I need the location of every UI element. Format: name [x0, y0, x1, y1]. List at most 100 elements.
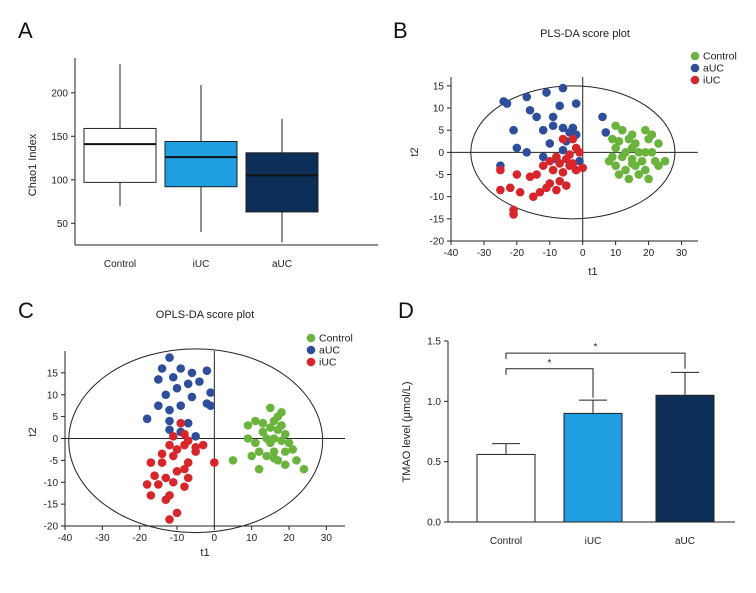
panel-b-point-auc — [555, 101, 564, 111]
panel-b-ytick-label: 5 — [438, 126, 444, 137]
panel-c-xtick-label: -20 — [132, 533, 147, 544]
panel-c-point-iuc — [176, 418, 186, 428]
panel-d-significance-bracket — [505, 352, 686, 369]
panel-b-point-control — [617, 152, 627, 162]
panel-c-ytick-label: 5 — [52, 412, 58, 423]
panel-b-point-iuc — [545, 179, 555, 188]
panel-b-title: PLS-DA score plot — [540, 28, 630, 40]
panel-c-point-iuc — [172, 445, 182, 454]
panel-b-point-iuc — [552, 152, 561, 162]
panel-c-xtick-label: 20 — [283, 533, 295, 544]
panel-d-significance-star: * — [594, 342, 598, 353]
panel-c-point-iuc — [180, 429, 189, 439]
panel-c-point-iuc — [146, 491, 156, 500]
panel-b-point-control — [627, 143, 637, 153]
panel-c-point-auc — [168, 372, 178, 382]
panel-c-point-auc — [183, 379, 193, 389]
panel-b-ytick-label: -10 — [430, 192, 445, 203]
panel-b-xtick-label: -10 — [543, 248, 558, 259]
panel-d-significance-bracket — [505, 368, 594, 398]
panel-d-ytick-label: 0.0 — [427, 518, 441, 529]
panel-b-xlabel: t1 — [588, 266, 597, 278]
panel-b-ytick-label: -15 — [430, 214, 445, 225]
panel-c-point-iuc — [146, 458, 156, 467]
panel-d-category-label: Control — [490, 536, 522, 547]
panel-c-point-auc — [191, 432, 200, 441]
panel-c-point-iuc — [168, 477, 178, 487]
panel-c-point-iuc — [165, 440, 174, 450]
panel-b-xtick-label: -40 — [444, 248, 459, 259]
panel-c-point-auc — [161, 390, 171, 400]
panel-b-point-iuc — [515, 187, 525, 197]
panel-c-legend-label-auc: aUC — [319, 345, 340, 357]
panel-b-point-control — [634, 170, 644, 179]
panel-c-point-auc — [165, 425, 174, 435]
panel-b-point-auc — [538, 125, 548, 135]
panel-b-point-control — [641, 148, 650, 157]
panel-b-ytick-label: -5 — [435, 170, 444, 181]
panel-b-point-iuc — [558, 134, 568, 144]
panel-c-point-control — [269, 453, 279, 463]
panel-b-point-auc — [571, 99, 581, 108]
panel-c-point-control — [280, 447, 290, 456]
panel-b-point-control — [611, 121, 620, 131]
panel-b-point-control — [614, 136, 624, 146]
panel-b-xtick-label: -30 — [477, 248, 492, 259]
panel-b-xtick-label: 30 — [676, 248, 688, 259]
panel-d-bar-control — [476, 453, 536, 523]
panel-c-point-control — [277, 436, 286, 445]
panel-d-significance-star: * — [548, 358, 552, 369]
panel-c-point-control — [269, 447, 279, 456]
panel-c-point-control — [251, 438, 260, 448]
panel-c-point-iuc — [183, 473, 193, 483]
panel-c-point-control — [299, 464, 309, 474]
panel-c-point-iuc — [180, 440, 189, 450]
panel-c-point-control — [288, 445, 298, 454]
panel-d-ytick-label: 1.5 — [427, 337, 441, 348]
panel-b-ytick-label: -20 — [430, 237, 445, 248]
panel-c-legend-marker-iuc — [306, 357, 316, 367]
panel-label-d: D — [398, 298, 414, 323]
panel-b-point-control — [617, 125, 627, 135]
panel-b-point-control — [644, 134, 653, 144]
panel-c-point-auc — [187, 392, 197, 402]
panel-b-point-auc — [538, 152, 548, 162]
panel-b-xtick-label: -20 — [510, 248, 525, 259]
panel-c-point-auc — [172, 383, 182, 393]
panel-b-point-control — [637, 156, 647, 166]
panel-b-point-iuc — [509, 210, 518, 219]
panel-a-ytick-label: 100 — [51, 175, 68, 186]
panel-b-point-auc — [509, 125, 518, 135]
panel-a-category-label: Control — [104, 259, 136, 270]
panel-b-point-control — [624, 134, 634, 144]
panel-c-confidence-ellipse — [68, 348, 324, 534]
panel-b-point-iuc — [505, 183, 515, 193]
panel-b-point-auc — [558, 123, 568, 133]
panel-c-point-control — [258, 427, 268, 437]
panel-a-boxplot: Chao1 Index 50 100 150 200 Control iUC aUC — [27, 58, 378, 270]
panel-c-point-control — [284, 438, 294, 448]
panel-c-point-auc — [187, 368, 197, 378]
panel-b-point-control — [634, 148, 644, 157]
panel-b-point-auc — [575, 156, 584, 166]
panel-c-point-auc — [157, 364, 167, 373]
panel-b-point-control — [641, 125, 650, 135]
panel-b-point-iuc — [578, 163, 588, 173]
panel-b-point-control — [647, 148, 657, 157]
panel-b-point-auc — [548, 121, 558, 131]
panel-a-box-control — [83, 127, 157, 183]
panel-d-category-label: aUC — [675, 536, 695, 547]
panel-b-point-iuc — [561, 154, 571, 164]
panel-b-point-auc — [558, 145, 568, 155]
panel-c-point-auc — [176, 401, 186, 410]
panel-b-point-control — [624, 174, 634, 184]
panel-b-ytick-label: 15 — [433, 81, 445, 92]
panel-c-point-control — [243, 434, 253, 443]
panel-b-point-auc — [565, 128, 574, 137]
panel-c-xtick-label: -30 — [95, 533, 110, 544]
panel-c-point-auc — [176, 364, 186, 373]
panel-d-ylabel: TMAO level (μmol/L) — [401, 381, 413, 482]
panel-c-legend-marker-auc — [306, 345, 316, 355]
panel-b-legend-marker-auc — [690, 63, 700, 73]
panel-c-point-control — [247, 451, 256, 461]
